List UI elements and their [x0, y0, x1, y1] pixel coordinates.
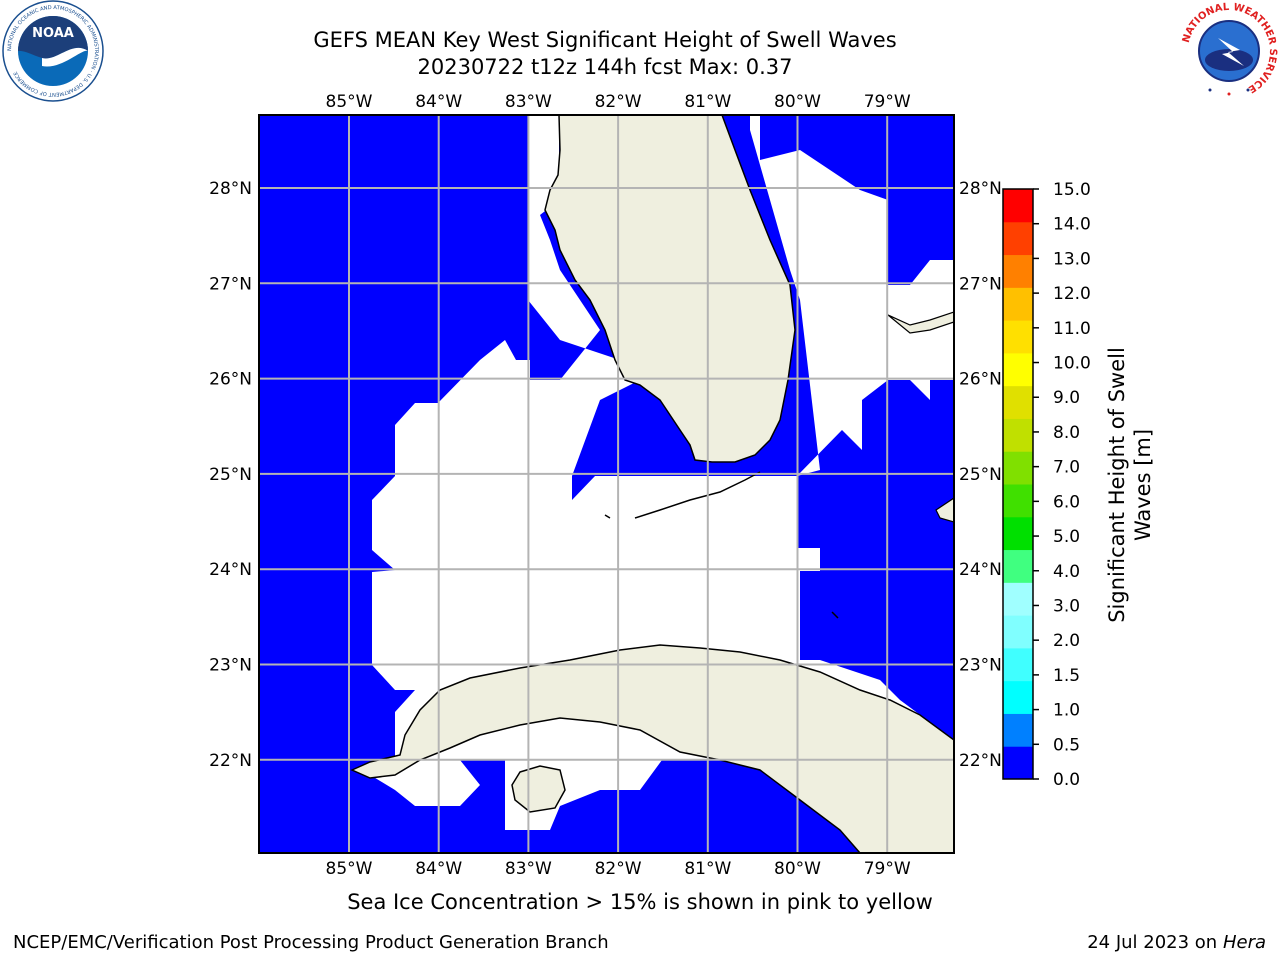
longitude-tick-label: 81°W	[684, 859, 731, 879]
colorbar-tick-label: 8.0	[1053, 423, 1080, 443]
footer-date: 24 Jul 2023 on Hera	[1087, 932, 1266, 953]
colorbar-tick-label: 11.0	[1053, 319, 1091, 339]
colorbar-tick-label: 5.0	[1053, 527, 1080, 547]
latitude-tick-label: 25°N	[959, 465, 1002, 485]
colorbar-segment	[1003, 254, 1033, 288]
colorbar-segment	[1003, 189, 1033, 223]
footer-credit: NCEP/EMC/Verification Post Processing Pr…	[13, 932, 609, 953]
colorbar-segment	[1003, 385, 1033, 419]
colorbar-segment	[1003, 647, 1033, 682]
colorbar-segment	[1003, 713, 1033, 747]
colorbar-tick-label: 9.0	[1053, 388, 1080, 408]
colorbar-tick-label: 10.0	[1053, 354, 1091, 374]
colorbar-segment	[1003, 746, 1033, 780]
latitude-tick-label: 23°N	[209, 656, 252, 676]
noaa-logo: NATIONAL OCEANIC AND ATMOSPHERIC ADMINIS…	[2, 0, 104, 102]
map-gridlines	[259, 115, 954, 853]
longitude-tick-label: 82°W	[595, 859, 642, 879]
latitude-tick-label: 28°N	[209, 179, 252, 199]
colorbar-tick-label: 14.0	[1053, 215, 1091, 235]
colorbar-segment	[1003, 484, 1033, 518]
longitude-tick-label: 84°W	[415, 859, 462, 879]
longitude-tick-label: 80°W	[774, 92, 821, 112]
longitude-tick-label: 83°W	[505, 859, 552, 879]
longitude-tick-label: 80°W	[774, 859, 821, 879]
colorbar	[1003, 189, 1033, 780]
colorbar-segment	[1003, 451, 1033, 485]
longitude-tick-label: 85°W	[326, 859, 373, 879]
longitude-tick-label: 82°W	[595, 92, 642, 112]
longitude-tick-label: 79°W	[864, 859, 911, 879]
colorbar-tick-label: 2.0	[1053, 631, 1080, 651]
latitude-tick-label: 25°N	[209, 465, 252, 485]
bahamas-islands	[887, 311, 954, 523]
colorbar-label-line-2: Waves [m]	[1131, 429, 1155, 541]
colorbar-tick-label: 0.5	[1053, 735, 1080, 755]
latitude-tick-label: 26°N	[209, 370, 252, 390]
colorbar-tick-label: 1.5	[1053, 666, 1080, 686]
colorbar-tick-label: 6.0	[1053, 492, 1080, 512]
colorbar-ticks: 15.0 14.0 13.0 12.0 11.0 10.0 9.0 8.0 7.0 6.0 5.0 4…	[1033, 180, 1091, 790]
longitude-tick-label: 81°W	[684, 92, 731, 112]
footer-host: Hera	[1222, 932, 1266, 953]
latitude-tick-label: 23°N	[959, 656, 1002, 676]
colorbar-segment	[1003, 221, 1033, 256]
latitude-tick-label: 27°N	[209, 274, 252, 294]
latitude-tick-label: 24°N	[959, 560, 1002, 580]
colorbar-segment	[1003, 352, 1033, 387]
longitude-labels-bottom: 85°W 84°W 83°W 82°W 81°W 80°W 79°W	[326, 859, 911, 879]
latitude-labels-right: 28°N 27°N 26°N 25°N 24°N 23°N 22°N	[959, 179, 1002, 771]
latitude-tick-label: 27°N	[959, 274, 1002, 294]
title-line-1: GEFS MEAN Key West Significant Height of…	[313, 28, 897, 52]
colorbar-frame	[1002, 188, 1034, 780]
latitude-tick-label: 24°N	[209, 560, 252, 580]
longitude-tick-label: 85°W	[326, 92, 373, 112]
colorbar-segment	[1003, 549, 1033, 583]
longitude-tick-label: 79°W	[864, 92, 911, 112]
colorbar-segment	[1003, 516, 1033, 551]
colorbar-tick-label: 4.0	[1053, 562, 1080, 582]
colorbar-segment	[1003, 615, 1033, 649]
florida-land	[544, 115, 796, 463]
colorbar-tick-label: 13.0	[1053, 249, 1091, 269]
noaa-logo-text: NOAA	[32, 26, 74, 41]
colorbar-tick-label: 15.0	[1053, 180, 1091, 200]
footer-date-text: 24 Jul 2023 on	[1087, 932, 1223, 953]
colorbar-segment	[1003, 680, 1033, 714]
colorbar-label-line-1: Significant Height of Swell	[1105, 347, 1129, 623]
florida-keys	[604, 471, 839, 619]
colorbar-tick-label: 1.0	[1053, 701, 1080, 721]
colorbar-tick-label: 3.0	[1053, 596, 1080, 616]
colorbar-tick-label: 12.0	[1053, 284, 1091, 304]
colorbar-segment	[1003, 418, 1033, 452]
latitude-tick-label: 28°N	[959, 179, 1002, 199]
colorbar-segment	[1003, 582, 1033, 616]
isla-de-la-juventud-land	[511, 765, 566, 813]
longitude-tick-label: 83°W	[505, 92, 552, 112]
colorbar-segment	[1003, 320, 1033, 354]
caption: Sea Ice Concentration > 15% is shown in …	[347, 890, 933, 914]
latitude-labels-left: 28°N 27°N 26°N 25°N 24°N 23°N 22°N	[209, 179, 252, 771]
colorbar-tick-label: 0.0	[1053, 770, 1080, 790]
latitude-tick-label: 22°N	[209, 751, 252, 771]
latitude-tick-label: 26°N	[959, 370, 1002, 390]
colorbar-segment	[1003, 287, 1033, 321]
map-frame	[258, 114, 955, 854]
longitude-tick-label: 84°W	[415, 92, 462, 112]
longitude-labels-top: 85°W 84°W 83°W 82°W 81°W 80°W 79°W	[326, 92, 911, 112]
nws-logo: NATIONAL WEATHER SERVICE	[1179, 1, 1279, 101]
title-line-2: 20230722 t12z 144h fcst Max: 0.37	[417, 55, 793, 79]
cuba-land	[350, 644, 954, 853]
latitude-tick-label: 22°N	[959, 751, 1002, 771]
colorbar-tick-label: 7.0	[1053, 458, 1080, 478]
